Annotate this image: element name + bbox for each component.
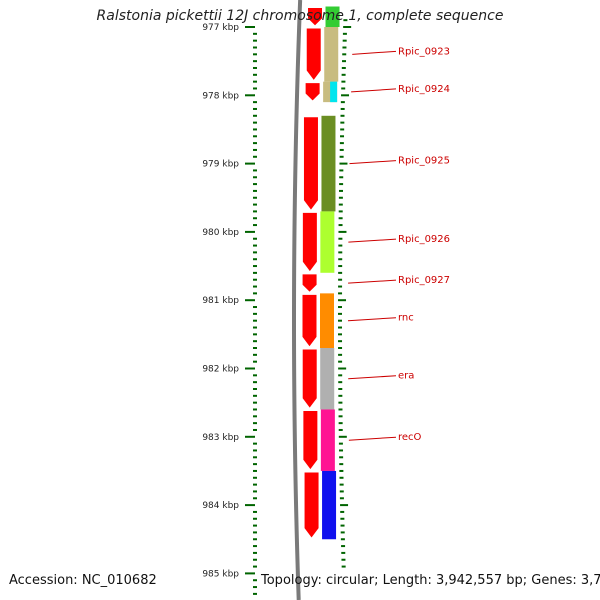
gene-block <box>320 293 335 349</box>
gene-block <box>320 272 335 294</box>
topology-text: Topology: circular; Length: 3,942,557 bp… <box>261 573 600 588</box>
cds-track <box>301 7 324 540</box>
backbone-line <box>291 0 303 600</box>
cds-arrow <box>301 273 318 294</box>
tick-label: 985 kbp <box>202 569 239 579</box>
gene-block <box>330 81 338 103</box>
gene-track <box>320 6 340 540</box>
cds-arrow <box>307 7 324 27</box>
accession-text: Accession: NC_010682 <box>9 573 157 588</box>
gene-block <box>320 348 335 410</box>
gene-label-leader <box>348 375 397 380</box>
gene-label-leader <box>349 160 397 165</box>
gene-label-leader <box>352 50 397 55</box>
cds-arrow <box>302 409 319 471</box>
cds-arrow <box>304 82 321 102</box>
cds-arrow <box>301 293 318 348</box>
tick-label: 982 kbp <box>202 365 239 375</box>
gene-label-leader <box>348 238 397 243</box>
gene-label: Rpic_0923 <box>398 46 450 57</box>
gene-block <box>320 409 335 471</box>
cds-arrow <box>302 116 319 212</box>
gene-label: Rpic_0924 <box>398 84 450 95</box>
tick-label: 983 kbp <box>202 433 239 443</box>
gene-label: Rpic_0927 <box>398 275 450 286</box>
tick-label: 978 kbp <box>202 91 239 101</box>
tick-label: 979 kbp <box>202 160 239 170</box>
backbone-layer <box>291 0 303 600</box>
gene-block <box>322 470 337 540</box>
gene-label-layer: Rpic_0923 Rpic_0924 Rpic_0925 Rpic_0926 Rpic… <box>347 46 450 443</box>
gene-label: Rpic_0926 <box>398 234 450 245</box>
gene-label-leader <box>348 436 397 441</box>
gene-block <box>325 6 340 27</box>
gene-block <box>324 27 339 82</box>
tick-label: 984 kbp <box>202 501 239 511</box>
map-title: Ralstonia pickettii 12J chromosome 1, co… <box>96 8 504 24</box>
gene-label: rnc <box>398 313 414 324</box>
tick-label: 981 kbp <box>202 296 239 306</box>
cds-arrow <box>301 348 318 410</box>
tick-label: 980 kbp <box>202 228 239 238</box>
cds-arrow <box>305 27 322 82</box>
tick-layer: 977 kbp 978 kbp 979 kbp 980 kbp 981 kbp 982 k… <box>202 19 352 595</box>
gene-label: era <box>398 371 414 382</box>
gene-label-leader <box>348 279 397 284</box>
gene-label-leader <box>347 317 397 322</box>
gene-label: Rpic_0925 <box>398 156 450 167</box>
gene-block <box>320 211 335 273</box>
cds-arrow <box>301 211 318 273</box>
gene-label: recO <box>398 432 422 443</box>
gene-label-leader <box>351 88 397 93</box>
gene-block <box>321 115 336 212</box>
cds-arrow <box>303 471 320 540</box>
tick-label: 977 kbp <box>202 23 239 33</box>
